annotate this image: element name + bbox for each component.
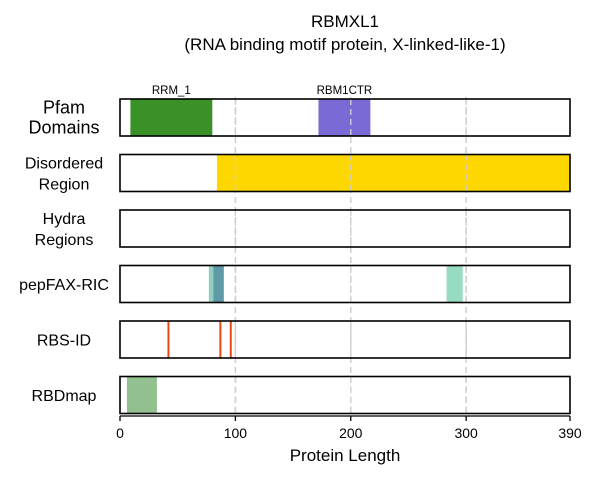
chart-title: RBMXL1 — [311, 12, 379, 31]
x-axis-label: Protein Length — [290, 446, 401, 465]
grid-layer — [234, 97, 467, 416]
feature-bar — [130, 99, 213, 136]
track-label: RBDmap — [32, 388, 97, 405]
track-frame — [119, 320, 571, 359]
feature-bar — [213, 265, 224, 303]
track: pepFAX-RIC — [19, 264, 571, 304]
tracks-layer: RRM_1 RBM1CTR Pfam Domains Disordered Region H… — [19, 85, 571, 415]
track: RBS-ID — [37, 320, 571, 359]
track-frame — [119, 264, 571, 304]
x-tick-label: 0 — [116, 425, 124, 441]
track: RRM_1 RBM1CTR Pfam Domains — [28, 85, 571, 138]
feature-bar — [216, 154, 570, 192]
track-label: pepFAX-RIC — [19, 277, 109, 294]
track: Hydra Regions — [35, 209, 571, 249]
x-tick-label: 200 — [339, 425, 363, 441]
track-frame — [119, 209, 571, 248]
x-tick-label: 300 — [454, 425, 478, 441]
x-tick-label: 390 — [558, 425, 582, 441]
track-frame — [119, 153, 571, 193]
track-label: RBS-ID — [37, 333, 91, 350]
track: Disordered Region — [25, 153, 571, 194]
x-axis: 0 100 200 300 390 — [116, 415, 582, 441]
track-label: Pfam Domains — [28, 98, 99, 138]
domain-label: RBM1CTR — [317, 85, 373, 97]
track-label: Disordered Region — [25, 156, 103, 194]
feature-bar — [126, 376, 157, 414]
chart-subtitle: (RNA binding motif protein, X-linked-lik… — [184, 35, 505, 54]
track-frame — [119, 375, 571, 415]
feature-bar — [208, 265, 215, 303]
domain-label: RRM_1 — [152, 85, 191, 97]
track-label: Hydra Regions — [35, 211, 94, 249]
feature-bar — [446, 265, 463, 303]
x-tick-label: 100 — [224, 425, 248, 441]
track-frame — [119, 98, 571, 137]
track: RBDmap — [32, 375, 571, 415]
feature-bar — [318, 99, 371, 136]
